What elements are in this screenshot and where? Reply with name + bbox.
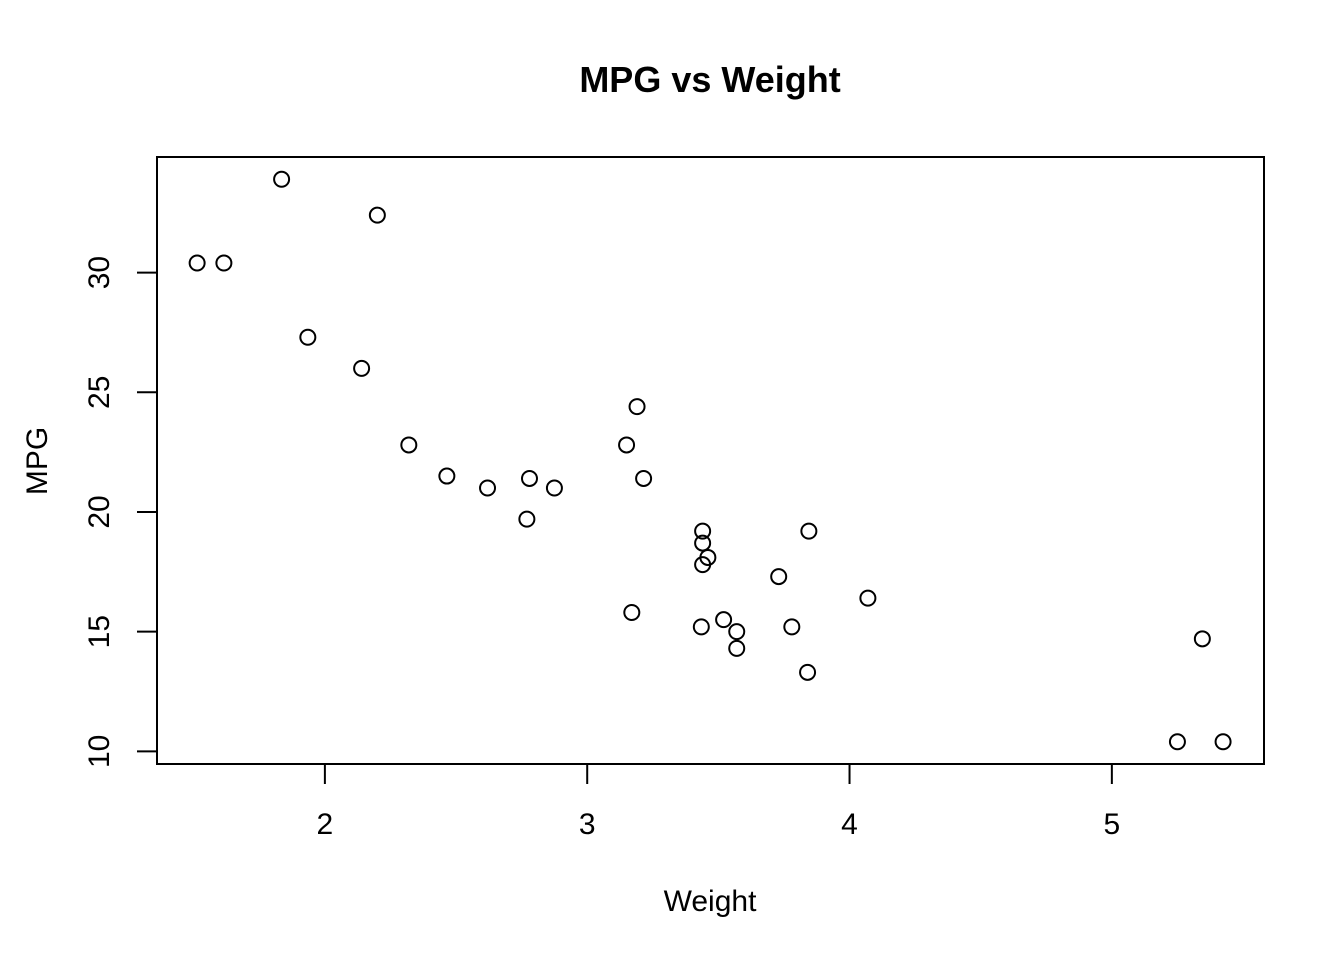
data-points	[188, 170, 1232, 751]
x-tick-label: 4	[841, 808, 858, 841]
x-axis: 2 3 4 5	[317, 763, 1121, 841]
data-point	[299, 328, 317, 346]
data-point	[545, 479, 563, 497]
data-point	[635, 469, 653, 487]
data-point	[215, 254, 233, 272]
data-point	[1168, 733, 1186, 751]
data-point	[715, 611, 733, 629]
data-point	[783, 618, 801, 636]
y-axis: 10 15 20 25 30	[83, 256, 158, 768]
data-point	[518, 510, 536, 528]
data-point	[188, 254, 206, 272]
data-point	[479, 479, 497, 497]
data-point	[368, 206, 386, 224]
data-point	[770, 568, 788, 586]
y-axis-label: MPG	[21, 427, 54, 495]
data-point	[623, 603, 641, 621]
data-point	[520, 469, 538, 487]
chart-title: MPG vs Weight	[579, 59, 840, 100]
data-point	[273, 170, 291, 188]
data-point	[400, 436, 418, 454]
data-point	[692, 618, 710, 636]
data-point	[728, 623, 746, 641]
data-point	[438, 467, 456, 485]
y-tick-label: 15	[83, 615, 116, 648]
y-tick-label: 30	[83, 256, 116, 289]
y-tick-label: 20	[83, 495, 116, 528]
plot-area-frame	[156, 156, 1265, 765]
data-point	[1193, 630, 1211, 648]
y-tick-label: 25	[83, 376, 116, 409]
data-point	[694, 522, 712, 540]
data-point	[728, 639, 746, 657]
data-point	[799, 663, 817, 681]
data-point	[859, 589, 877, 607]
x-axis-label: Weight	[664, 885, 757, 918]
data-point	[353, 359, 371, 377]
data-point	[628, 398, 646, 416]
data-point	[618, 436, 636, 454]
x-tick-label: 5	[1104, 808, 1121, 841]
data-point	[694, 534, 712, 552]
x-tick-label: 3	[579, 808, 596, 841]
data-point	[1214, 733, 1232, 751]
data-point	[694, 556, 712, 574]
x-tick-label: 2	[317, 808, 334, 841]
y-tick-label: 10	[83, 735, 116, 768]
data-point	[800, 522, 818, 540]
